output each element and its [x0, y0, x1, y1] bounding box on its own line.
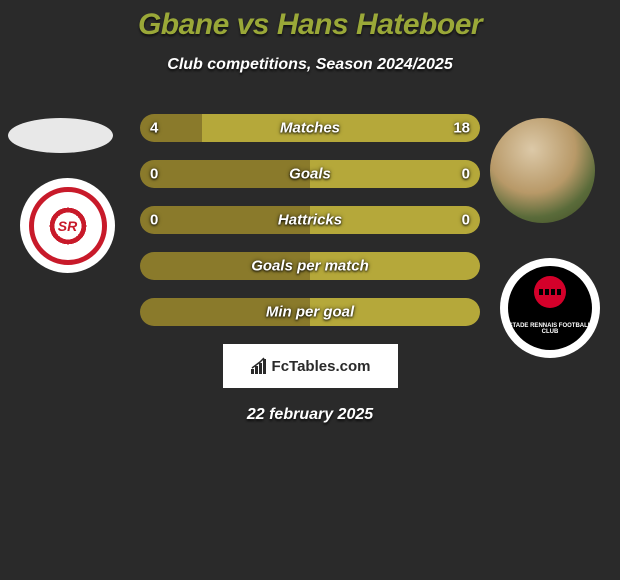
player-right-avatar	[490, 118, 595, 223]
metric-left-value: 0	[150, 166, 158, 183]
brand-watermark: FcTables.com	[223, 344, 398, 388]
metric-left-value: 0	[150, 212, 158, 229]
brand-text: FcTables.com	[272, 358, 371, 375]
metric-bar: Min per goal	[140, 298, 480, 326]
player-left-club-badge: SR	[20, 178, 115, 273]
metric-label: Goals per match	[251, 258, 369, 275]
reims-badge-icon: SR	[29, 187, 107, 265]
metric-bar: Matches 4 18	[140, 114, 480, 142]
metric-label: Matches	[280, 120, 340, 137]
bar-right-fill	[202, 114, 480, 142]
metric-bar: Goals 0 0	[140, 160, 480, 188]
date-text: 22 february 2025	[0, 406, 620, 424]
reims-monogram: SR	[58, 218, 77, 234]
metric-bar: Hattricks 0 0	[140, 206, 480, 234]
metric-label: Min per goal	[266, 304, 354, 321]
bar-left-fill	[140, 160, 310, 188]
metric-right-value: 18	[453, 120, 470, 137]
player-left-avatar	[8, 118, 113, 153]
rennes-badge-text: STADE RENNAIS FOOTBALL CLUB	[508, 323, 592, 336]
metric-label: Goals	[289, 166, 331, 183]
bar-right-fill	[310, 160, 480, 188]
player-right-club-badge: STADE RENNAIS FOOTBALL CLUB	[500, 258, 600, 358]
metric-left-value: 4	[150, 120, 158, 137]
metric-right-value: 0	[462, 166, 470, 183]
rennes-badge-icon: STADE RENNAIS FOOTBALL CLUB	[508, 266, 592, 350]
page-title: Gbane vs Hans Hateboer	[0, 8, 620, 42]
metric-right-value: 0	[462, 212, 470, 229]
bar-chart-icon	[250, 357, 268, 375]
metric-bar: Goals per match	[140, 252, 480, 280]
metric-label: Hattricks	[278, 212, 342, 229]
comparison-infographic: Gbane vs Hans Hateboer Club competitions…	[0, 0, 620, 424]
metrics-bars: Matches 4 18 Goals 0 0 Hattricks 0 0 Goals per ma…	[140, 114, 480, 326]
subtitle: Club competitions, Season 2024/2025	[0, 56, 620, 74]
